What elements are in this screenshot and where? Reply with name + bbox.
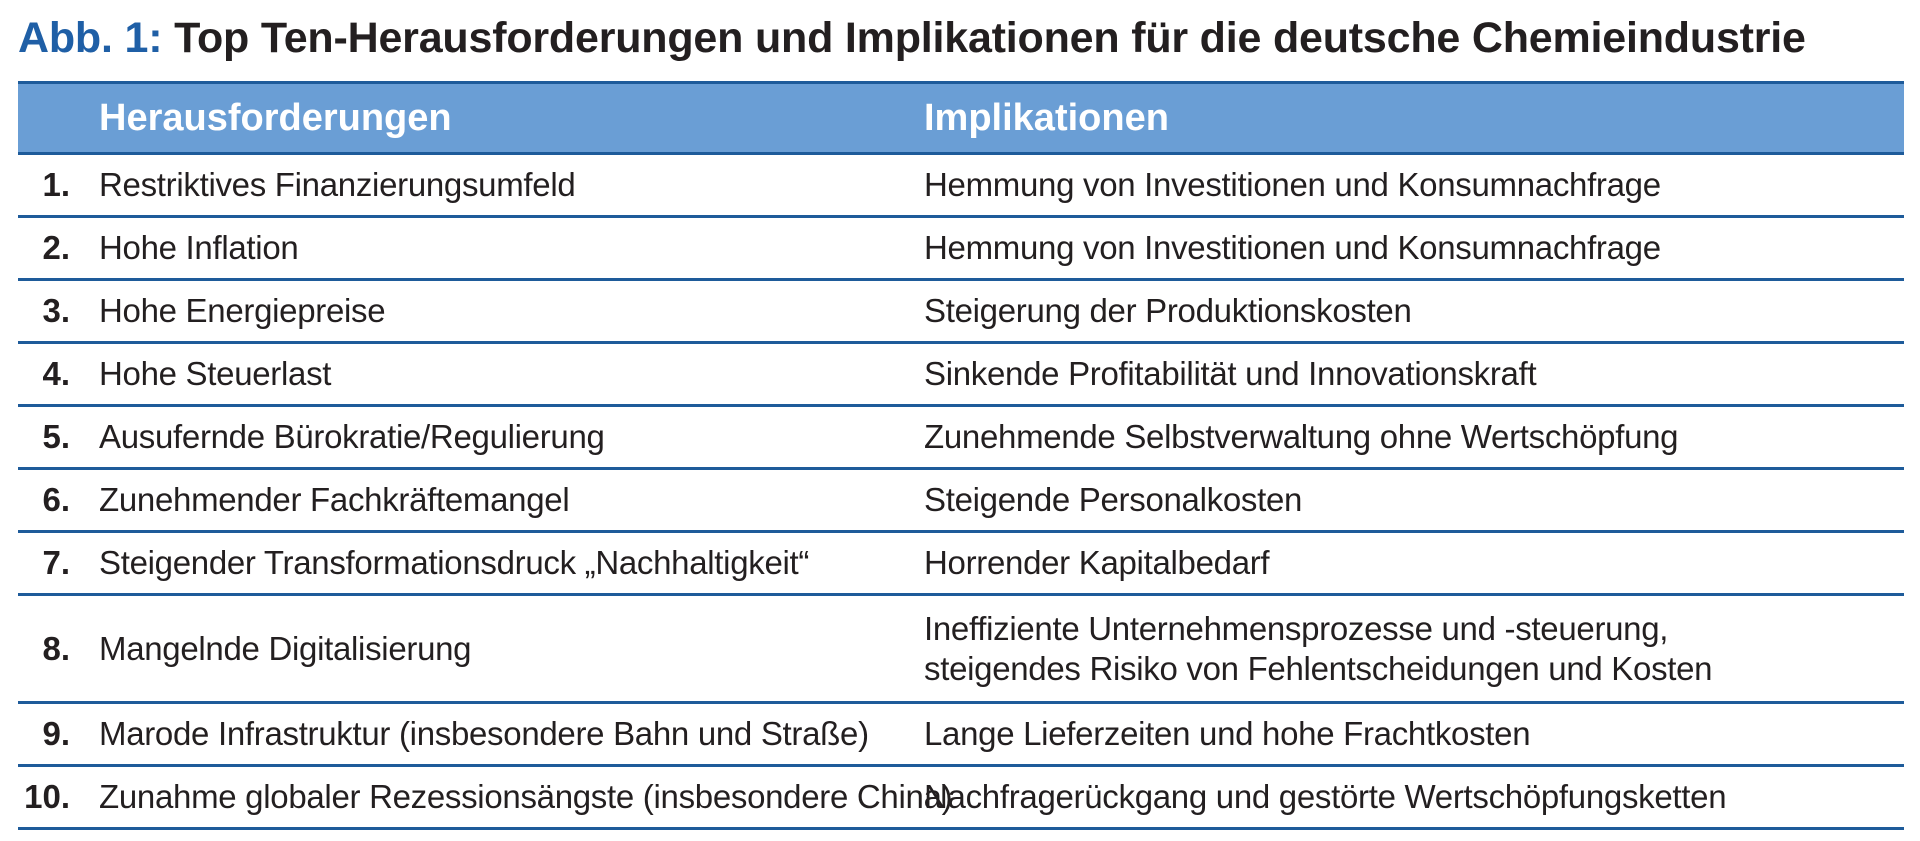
table-row: 10. Zunahme globaler Rezessionsängste (in… <box>18 767 1904 830</box>
table-row: 4. Hohe Steuerlast Sinkende Profitabilität… <box>18 344 1904 407</box>
row-number: 10. <box>24 778 70 815</box>
challenge-cell: Zunehmender Fachkräftemangel <box>99 481 570 518</box>
implication-cell: Nachfragerückgang und gestörte Wertschöp… <box>924 767 1727 827</box>
implication-line: Steigende Personalkosten <box>924 481 1303 518</box>
table-row: 5. Ausufernde Bürokratie/Regulierung Zuneh… <box>18 407 1904 470</box>
challenge-cell: Marode Infrastruktur (insbesondere Bahn … <box>99 715 869 752</box>
row-number: 4. <box>42 355 70 392</box>
implication-line: Sinkende Profitabilität und Innovationsk… <box>924 355 1537 392</box>
implication-cell: Hemmung von Investitionen und Konsumnach… <box>924 218 1661 278</box>
row-number: 8. <box>42 629 70 667</box>
figure-title: Abb. 1: Top Ten-Herausforderungen und Im… <box>18 8 1806 68</box>
challenge-cell: Ausufernde Bürokratie/Regulierung <box>99 418 605 455</box>
table-row: 3. Hohe Energiepreise Steigerung der Produ… <box>18 281 1904 344</box>
challenge-cell: Hohe Energiepreise <box>99 292 386 329</box>
implication-cell: Hemmung von Investitionen und Konsumnach… <box>924 155 1661 215</box>
row-number: 2. <box>42 229 70 266</box>
implication-line: Zunehmende Selbstverwaltung ohne Wertsch… <box>924 418 1679 455</box>
implication-line: Hemmung von Investitionen und Konsumnach… <box>924 166 1661 203</box>
implication-line: steigendes Risiko von Fehlentscheidungen… <box>924 649 1713 687</box>
row-number: 1. <box>42 166 70 203</box>
implication-cell: Horrender Kapitalbedarf <box>924 533 1270 593</box>
implication-line: Hemmung von Investitionen und Konsumnach… <box>924 229 1661 266</box>
header-challenges: Herausforderungen <box>99 97 452 139</box>
implication-line: Nachfragerückgang und gestörte Wertschöp… <box>924 778 1727 815</box>
challenge-cell: Zunahme globaler Rezessionsängste (insbe… <box>99 778 953 815</box>
implication-line: Steigerung der Produktionskosten <box>924 292 1412 329</box>
table-body: 1. Restriktives Finanzierungsumfeld Hemmun… <box>18 155 1904 830</box>
implication-line: Ineffiziente Unternehmensprozesse und -s… <box>924 609 1669 647</box>
table-row: 1. Restriktives Finanzierungsumfeld Hemmun… <box>18 155 1904 218</box>
figure-title-text: Top Ten-Herausforderungen und Implikatio… <box>174 14 1806 62</box>
challenge-cell: Restriktives Finanzierungsumfeld <box>99 166 576 203</box>
table-row: 9. Marode Infrastruktur (insbesondere Bah… <box>18 704 1904 767</box>
challenge-cell: Hohe Steuerlast <box>99 355 332 392</box>
table-row: 6. Zunehmender Fachkräftemangel Steigende … <box>18 470 1904 533</box>
implication-line: Lange Lieferzeiten und hohe Frachtkosten <box>924 715 1531 752</box>
implication-cell: Steigende Personalkosten <box>924 470 1302 530</box>
challenge-cell: Steigender Transformationsdruck „Nachhal… <box>99 544 810 581</box>
table-row: 2. Hohe Inflation Hemmung von Investitione… <box>18 218 1904 281</box>
challenge-cell: Mangelnde Digitalisierung <box>99 629 472 667</box>
row-number: 7. <box>42 544 70 581</box>
table-row: 8. Mangelnde Digitalisierung Ineffiziente … <box>18 596 1904 704</box>
implication-cell: Zunehmende Selbstverwaltung ohne Wertsch… <box>924 407 1679 467</box>
row-number: 9. <box>42 715 70 752</box>
row-number: 6. <box>42 481 70 518</box>
table-row: 7. Steigender Transformationsdruck „Nachh… <box>18 533 1904 596</box>
row-number: 5. <box>42 418 70 455</box>
implication-cell: Steigerung der Produktionskosten <box>924 281 1412 341</box>
implication-cell: Ineffiziente Unternehmensprozesse und -s… <box>924 596 1713 701</box>
implication-line: Horrender Kapitalbedarf <box>924 544 1270 581</box>
implication-cell: Sinkende Profitabilität und Innovationsk… <box>924 344 1537 404</box>
header-implications: Implikationen <box>924 97 1169 139</box>
figure-title-label: Abb. 1: <box>18 14 163 62</box>
implication-cell: Lange Lieferzeiten und hohe Frachtkosten <box>924 704 1531 764</box>
challenge-cell: Hohe Inflation <box>99 229 299 266</box>
row-number: 3. <box>42 292 70 329</box>
table-header: Herausforderungen Implikationen <box>18 84 1904 155</box>
challenges-table: Herausforderungen Implikationen 1. Restri… <box>18 81 1904 830</box>
